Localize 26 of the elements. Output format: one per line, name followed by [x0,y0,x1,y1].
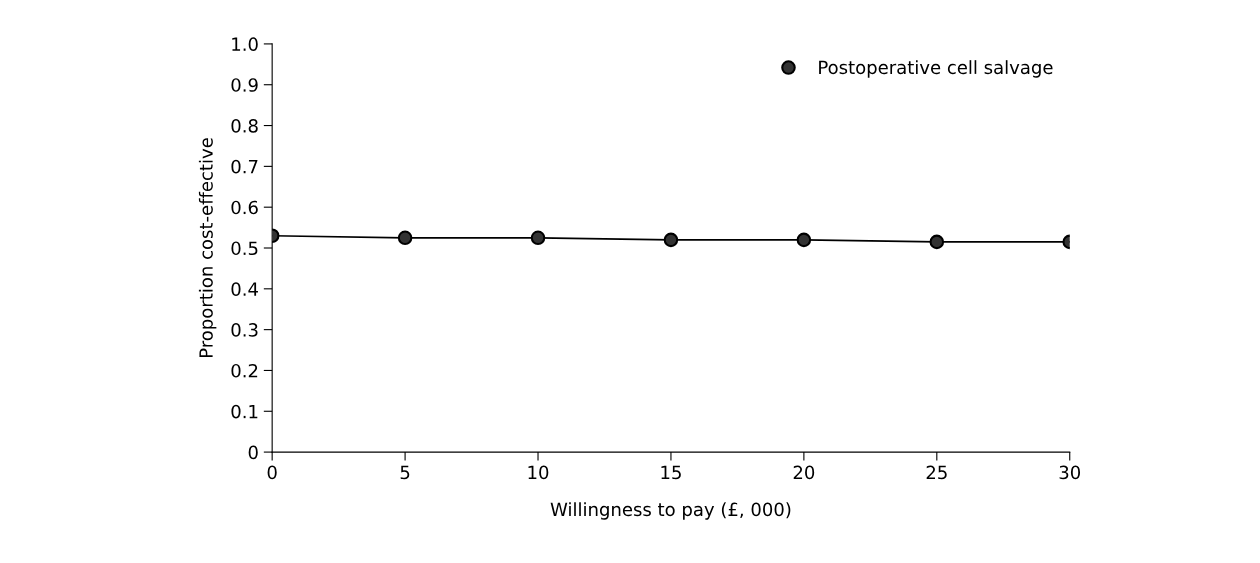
y-tick-label: 0.8 [231,119,258,133]
y-tick-label: 1.0 [232,37,258,52]
point [663,232,679,248]
point [796,232,812,248]
y-tick-label: 0.1 [231,404,258,419]
point [397,230,413,246]
x-tick-label: 5 [400,465,410,480]
y-tick-label: 0.3 [231,323,258,337]
y-tick-label: 0.5 [231,241,258,256]
y-tick-label: 0.7 [231,159,258,174]
x-tick-label: 10 [528,465,549,480]
x-tick-label: 20 [793,465,815,480]
x-tick-label: 15 [661,465,681,480]
y-tick-label: 0.9 [231,78,258,92]
x-tick-label: 30 [1059,465,1081,480]
y-tick-label: 0.2 [231,363,258,378]
point [929,234,945,250]
x-tick-label: 25 [926,465,947,480]
x-tick-label: 0 [267,465,277,480]
y-tick-label: 0 [248,445,258,460]
y-tick-label: 0.6 [231,200,258,215]
y-tick-label: 0.4 [231,282,258,296]
legend-label: Postoperative cell salvage [819,60,1053,78]
x-axis-title: Willingness to pay (£, 000) [550,502,791,520]
y-axis-title: Proportion cost-effective [198,138,217,358]
point [530,230,546,246]
